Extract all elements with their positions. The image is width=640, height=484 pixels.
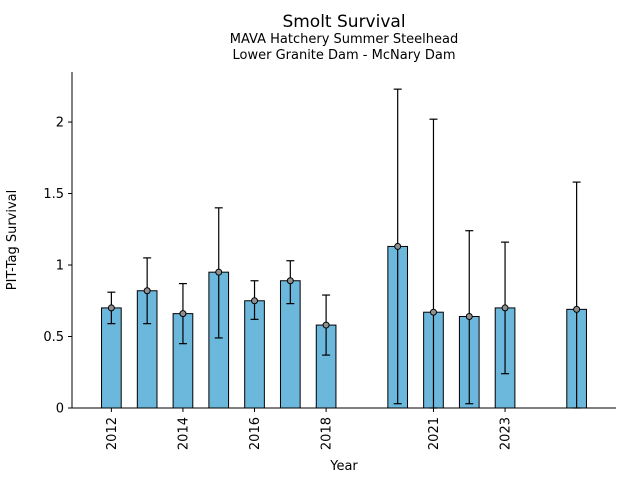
point-marker-2018	[322, 321, 330, 329]
point-marker-2012	[107, 304, 115, 312]
point-marker-2025	[573, 305, 581, 313]
plot-area: 0 0.5 1 1.5 2 2012 2014 2016 2018 2021 2023	[43, 72, 616, 450]
point-marker-2020	[394, 242, 402, 250]
x-tick-label: 2016	[248, 417, 263, 450]
x-tick-label: 2021	[427, 417, 442, 450]
point-marker-2021	[429, 308, 437, 316]
point-marker-2023	[501, 304, 509, 312]
y-tick-label: 0	[56, 402, 64, 417]
point-marker-2016	[251, 297, 259, 305]
x-tick-label: 2012	[105, 417, 120, 450]
point-marker-2015	[215, 268, 223, 276]
point-marker-2022	[465, 312, 473, 320]
y-tick-label: 0.5	[43, 330, 64, 345]
y-tick-label: 1.5	[43, 187, 64, 202]
x-tick-label: 2014	[176, 417, 191, 450]
x-axis-label: Year	[329, 459, 358, 474]
y-axis-label: PIT-Tag Survival	[5, 190, 20, 290]
y-tick-label: 2	[56, 116, 64, 131]
point-marker-2017	[286, 277, 294, 285]
point-marker-2013	[143, 287, 151, 295]
chart-title: Smolt Survival	[282, 12, 405, 32]
chart-subtitle-line1: MAVA Hatchery Summer Steelhead	[230, 32, 458, 47]
x-tick-label: 2023	[499, 417, 514, 450]
point-marker-2014	[179, 310, 187, 318]
chart-subtitle-line2: Lower Granite Dam - McNary Dam	[233, 48, 456, 63]
x-tick-label: 2018	[320, 417, 335, 450]
y-tick-label: 1	[56, 259, 64, 274]
